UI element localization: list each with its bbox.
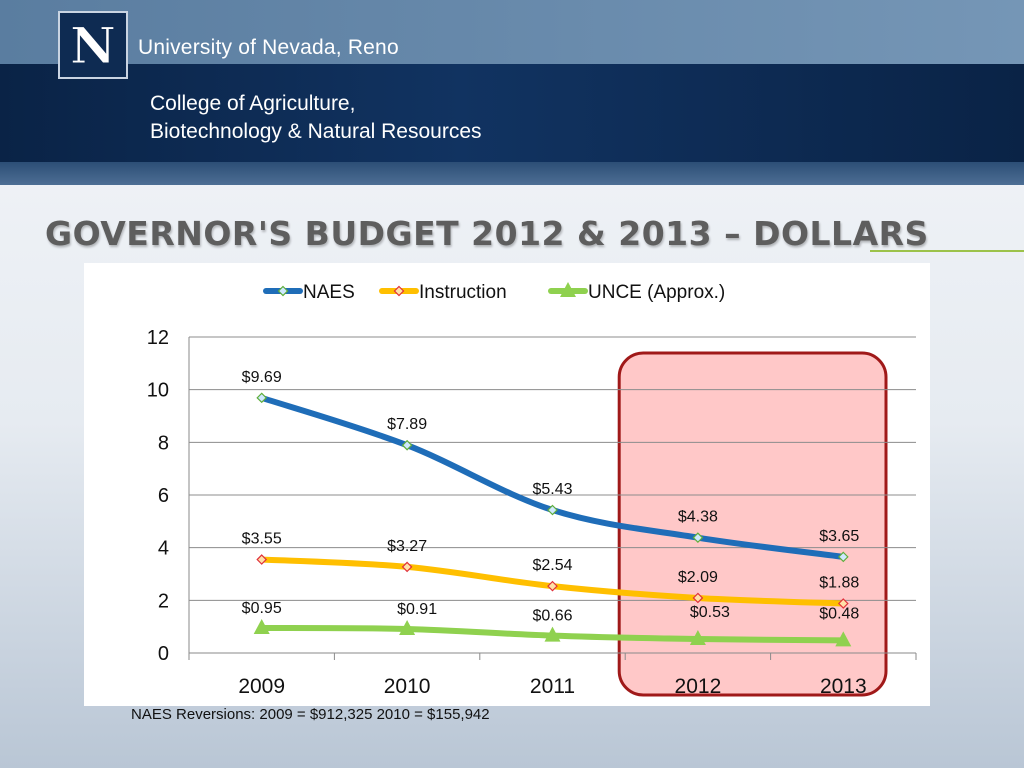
data-label: $0.91: [397, 601, 437, 618]
x-tick-label: 2009: [238, 675, 285, 698]
college-name-line1: College of Agriculture,: [150, 92, 355, 116]
university-logo: N: [58, 11, 128, 79]
data-label: $0.66: [532, 608, 572, 625]
data-label: $3.27: [387, 538, 427, 555]
data-label: $2.54: [532, 557, 572, 574]
legend-label: NAES: [303, 282, 355, 303]
data-label: $5.43: [532, 481, 572, 498]
y-tick-label: 4: [158, 538, 169, 560]
y-tick-label: 2: [158, 590, 169, 612]
x-tick-label: 2013: [820, 675, 867, 698]
line-chart: 0 2 4 6 8 10 12 2009 2010 2011 2012 2013 $9.69 $7.89 $…: [84, 263, 930, 706]
y-tick-label: 6: [158, 485, 169, 507]
legend-marker-diamond: [279, 287, 288, 296]
logo-n-icon: N: [63, 16, 123, 74]
legend-label: UNCE (Approx.): [588, 282, 725, 303]
title-accent-line: [870, 250, 1024, 252]
slide-title: Governor's Budget 2012 & 2013 – Dollars: [45, 214, 929, 253]
data-label: $0.53: [690, 604, 730, 621]
data-label: $3.55: [242, 531, 282, 548]
logo-letter: N: [70, 16, 116, 74]
data-label: $0.95: [242, 600, 282, 617]
university-name: University of Nevada, Reno: [138, 36, 399, 60]
legend-marker-diamond: [395, 287, 404, 296]
x-tick-label: 2010: [384, 675, 431, 698]
legend-label: Instruction: [419, 282, 507, 303]
slide-header: N University of Nevada, Reno College of …: [0, 0, 1024, 185]
data-label: $0.48: [819, 605, 859, 622]
footnote: NAES Reversions: 2009 = $912,325 2010 = …: [131, 706, 490, 723]
college-name-line2: Biotechnology & Natural Resources: [150, 120, 482, 144]
y-tick-label: 8: [158, 432, 169, 454]
header-bottom-band: [0, 162, 1024, 185]
data-label: $9.69: [242, 369, 282, 386]
y-tick-label: 10: [147, 380, 169, 402]
y-tick-label: 12: [147, 327, 169, 349]
chart-legend: NAES Instruction UNCE (Approx.): [266, 282, 725, 303]
data-label: $1.88: [819, 574, 859, 591]
x-tick-label: 2011: [530, 675, 575, 698]
chart-panel: 0 2 4 6 8 10 12 2009 2010 2011 2012 2013 $9.69 $7.89 $…: [84, 263, 930, 706]
y-tick-label: 0: [158, 643, 169, 665]
data-label: $2.09: [678, 569, 718, 586]
data-label: $4.38: [678, 509, 718, 526]
x-tick-label: 2012: [675, 675, 722, 698]
data-label: $7.89: [387, 416, 427, 433]
data-label: $3.65: [819, 528, 859, 545]
